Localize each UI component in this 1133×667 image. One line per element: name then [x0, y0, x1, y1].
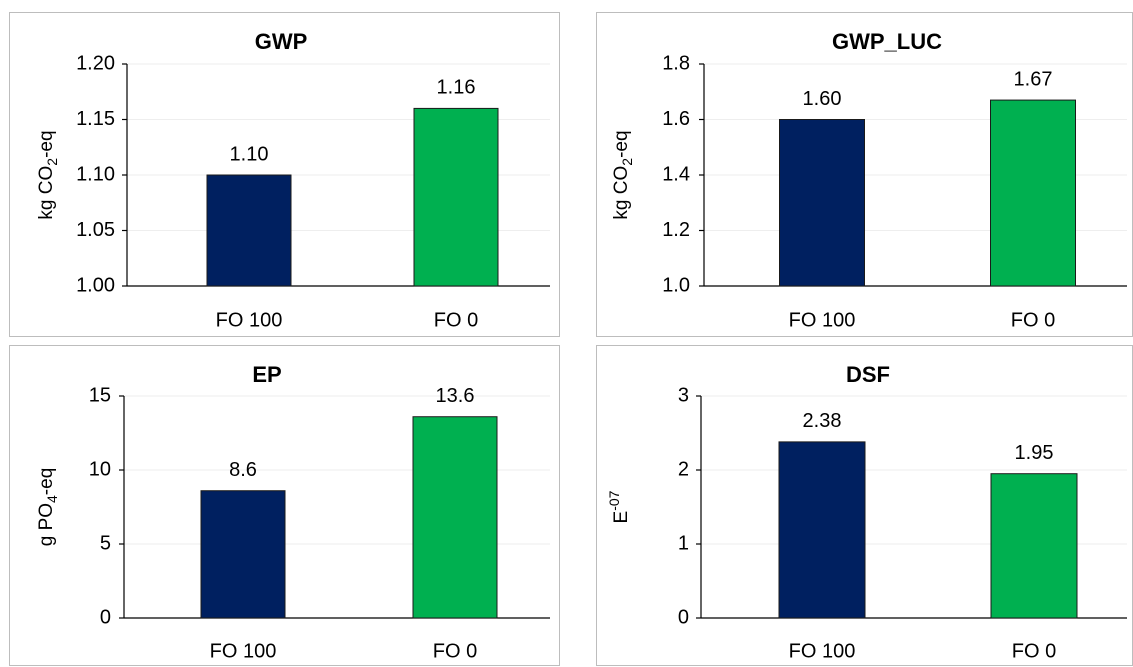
chart-svg: EP 0 5 10 15 8.6 FO 100 13.6 FO 0 g PO4-eq	[36, 362, 550, 662]
y-tick-label: 0	[678, 606, 689, 628]
x-category-label: FO 100	[216, 309, 283, 331]
x-category-label: FO 100	[210, 640, 277, 662]
y-axis-label-suffix: -eq	[36, 130, 57, 157]
chart-title: DSF	[846, 362, 890, 387]
chart-svg: GWP 1.00 1.05 1.10 1.15 1.20 1.10 FO 100 1.16 FO …	[36, 29, 550, 331]
y-tick-label: 2	[678, 458, 689, 480]
x-category-label: FO 0	[433, 640, 477, 662]
bar-fo0	[990, 99, 1076, 287]
y-axis-label-superscript: -07	[606, 490, 622, 510]
data-label: 1.60	[803, 88, 842, 110]
bar-fo100	[779, 119, 865, 287]
y-tick-label: 0	[100, 606, 111, 628]
bar-fo0	[990, 473, 1078, 619]
bar-fo100	[206, 174, 292, 287]
data-label: 2.38	[803, 410, 842, 432]
y-axis-label: E-07	[606, 490, 632, 523]
bar-fo0	[412, 416, 498, 619]
y-tick-label: 1.00	[76, 274, 115, 296]
data-label: 1.67	[1014, 68, 1053, 90]
y-tick-label: 1.8	[662, 52, 690, 74]
data-label: 13.6	[436, 385, 475, 407]
y-axis-label-subscript: 2	[619, 158, 635, 166]
chart-panel-dsf: DSF 0 1 2 3 2.38 FO 100 1.95 FO 0 E-07	[596, 345, 1133, 666]
y-tick-label: 1.2	[662, 219, 690, 241]
chart-svg: GWP_LUC 1.0 1.2 1.4 1.6 1.8 1.60 FO 100 1.67 FO 0…	[611, 29, 1127, 331]
y-tick-label: 3	[678, 384, 689, 406]
data-label: 8.6	[229, 459, 257, 481]
data-label: 1.16	[437, 77, 476, 99]
x-category-label: FO 0	[434, 309, 478, 331]
y-tick-label: 10	[89, 458, 111, 480]
bar-fo100	[778, 441, 866, 619]
y-axis-label-main: kg CO	[36, 166, 57, 220]
y-tick-label: 1.4	[662, 163, 690, 185]
y-axis-label-subscript: 2	[44, 158, 60, 166]
chart-panel-gwp: GWP 1.00 1.05 1.10 1.15 1.20 1.10 FO 100 1.16 FO …	[9, 12, 560, 337]
y-tick-label: 15	[89, 384, 111, 406]
chart-title: GWP	[255, 29, 308, 54]
y-tick-label: 1.6	[662, 108, 690, 130]
bar-fo100	[200, 490, 286, 619]
x-category-label: FO 100	[789, 309, 856, 331]
y-axis-label-subscript: 4	[44, 495, 60, 503]
chart-title: GWP_LUC	[832, 29, 942, 54]
chart-title: EP	[252, 362, 281, 387]
y-axis-label: kg CO2-eq	[36, 130, 60, 219]
data-label: 1.10	[230, 143, 269, 165]
y-tick-label: 1.15	[76, 108, 115, 130]
y-tick-label: 5	[100, 532, 111, 554]
chart-panel-ep: EP 0 5 10 15 8.6 FO 100 13.6 FO 0 g PO4-eq	[9, 345, 560, 666]
x-category-label: FO 100	[789, 640, 856, 662]
y-axis-label-suffix: -eq	[611, 130, 632, 157]
y-axis-label-main: kg CO	[611, 166, 632, 220]
y-tick-label: 1.0	[662, 274, 690, 296]
y-axis-label: g PO4-eq	[36, 468, 60, 547]
x-category-label: FO 0	[1011, 309, 1055, 331]
y-axis-label: kg CO2-eq	[611, 130, 635, 219]
y-tick-label: 1	[678, 532, 689, 554]
y-tick-label: 1.20	[76, 52, 115, 74]
data-label: 1.95	[1015, 442, 1054, 464]
y-axis-label-suffix: -eq	[36, 468, 57, 495]
chart-panel-gwp-luc: GWP_LUC 1.0 1.2 1.4 1.6 1.8 1.60 FO 100 1.67 FO 0…	[596, 12, 1133, 337]
y-axis-label-main: E	[611, 511, 632, 524]
x-category-label: FO 0	[1012, 640, 1056, 662]
y-tick-label: 1.05	[76, 219, 115, 241]
bar-fo0	[413, 107, 499, 287]
y-axis-label-main: g PO	[36, 503, 57, 546]
chart-svg: DSF 0 1 2 3 2.38 FO 100 1.95 FO 0 E-07	[606, 362, 1127, 662]
y-tick-label: 1.10	[76, 163, 115, 185]
